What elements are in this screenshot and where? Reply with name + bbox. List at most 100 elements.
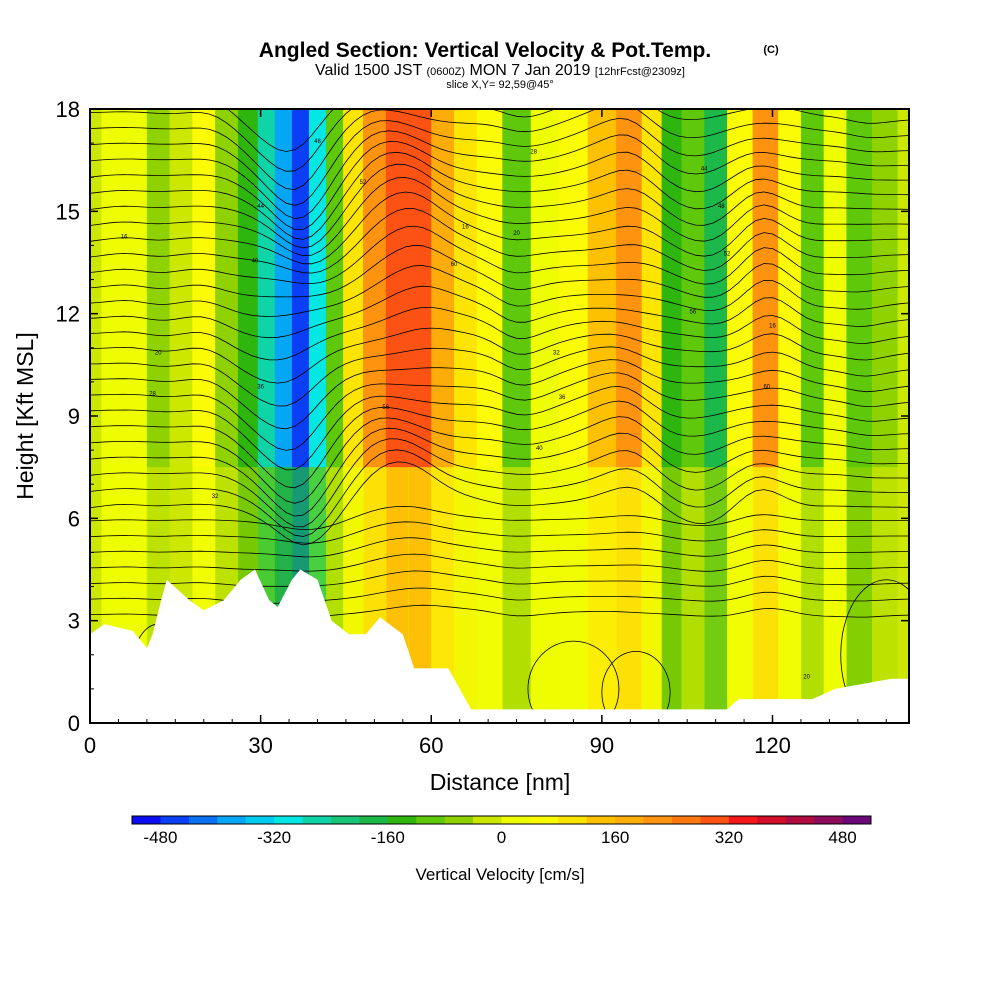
y-tick-label: 0 (68, 711, 80, 736)
colorbar-swatch (302, 816, 332, 824)
colorbar-swatch (160, 816, 190, 824)
isentrope-line (90, 359, 909, 430)
slice-label: slice X,Y= 92,59@45° (446, 79, 554, 91)
isentrope-line (90, 505, 909, 531)
isentrope-line (90, 177, 909, 257)
colorbar-swatch (274, 816, 304, 824)
isentrope-label: 20 (155, 351, 162, 357)
isentrope-line (90, 225, 909, 285)
y-tick-label: 9 (68, 404, 80, 429)
isentrope-label: 20 (803, 675, 810, 681)
y-tick-label: 6 (68, 506, 80, 531)
colorbar-swatch (501, 816, 531, 824)
isentrope-label: 40 (252, 259, 259, 265)
colorbar-swatch (842, 816, 872, 824)
velocity-band-lower (752, 467, 779, 723)
isentrope-line (90, 372, 909, 451)
velocity-band-lower (530, 467, 560, 723)
colorbar-swatch (728, 816, 758, 824)
isentrope-label: 32 (212, 494, 219, 500)
x-tick-label: 120 (754, 733, 791, 758)
colorbar-swatch (814, 816, 844, 824)
isentrope-loop (840, 579, 909, 723)
subtitle-valid: Valid 1500 JST (315, 62, 423, 79)
x-tick-label: 30 (248, 733, 272, 758)
velocity-band-lower (90, 467, 102, 723)
isentrope-label: 60 (763, 385, 770, 391)
isentrope-line (90, 346, 909, 407)
chart-subtitle: Valid 1500 JST (0600Z) MON 7 Jan 2019 [1… (315, 62, 685, 79)
isentrope-label: 16 (769, 323, 776, 329)
isentrope-loop (527, 640, 620, 723)
colorbar-swatch (444, 816, 474, 824)
y-tick-label: 12 (56, 302, 80, 327)
colorbar-label: Vertical Velocity [cm/s] (415, 865, 584, 884)
colorbar-swatch (615, 816, 645, 824)
isentrope-label: 44 (257, 204, 264, 210)
isentrope-loop (601, 650, 671, 723)
colorbar-swatch (700, 816, 730, 824)
colorbar-tick-label: -320 (257, 828, 291, 847)
isentrope-line (90, 385, 909, 471)
colorbar-tick-label: 160 (601, 828, 629, 847)
colorbar-swatch (785, 816, 815, 824)
isentrope-label: 44 (701, 166, 708, 172)
isentrope-label: 60 (451, 262, 458, 268)
velocity-band-lower (681, 467, 705, 723)
isentrope-label: 16 (121, 235, 128, 241)
colorbar-tick-label: -160 (371, 828, 405, 847)
colorbar-swatch (672, 816, 701, 824)
velocity-band-lower (641, 467, 663, 723)
isentrope-line (90, 400, 909, 489)
velocity-band-lower (846, 467, 873, 723)
velocity-band-lower (454, 467, 478, 723)
velocity-band-lower (800, 467, 825, 723)
terrain-mask (90, 569, 909, 723)
isentrope-line (90, 461, 909, 546)
colorbar-swatch (558, 816, 588, 824)
colorbar: -480 -320 -160 0 160 320 480 (131, 815, 872, 847)
isentrope-label: 52 (360, 180, 367, 186)
velocity-band-lower (559, 467, 589, 723)
velocity-band-lower (431, 467, 455, 723)
velocity-band-lower (616, 467, 643, 723)
isentrope-line (90, 438, 909, 528)
isentrope-label: 16 (462, 224, 469, 230)
isentrope-label: 40 (536, 446, 543, 452)
isentrope-line (90, 109, 909, 172)
y-axis-label: Height [Kft MSL] (12, 332, 38, 499)
colorbar-tick-label: 320 (715, 828, 743, 847)
colorbar-swatch (529, 816, 559, 824)
velocity-band-lower (661, 467, 683, 723)
y-tick-label: 18 (56, 97, 80, 122)
isentrope-line (90, 109, 909, 190)
x-axis-label: Distance [nm] (430, 769, 571, 795)
subtitle-date: MON 7 Jan 2019 (470, 62, 591, 79)
isentrope-line (90, 141, 909, 230)
isentrope-label: 28 (149, 392, 156, 398)
isentrope-label: 36 (257, 385, 264, 391)
isentrope-label: 52 (724, 252, 731, 258)
velocity-band-lower (823, 467, 848, 723)
isentrope-line (90, 265, 909, 317)
colorbar-frame (131, 815, 872, 825)
colorbar-swatch (217, 816, 247, 824)
y-tick-label: 3 (68, 609, 80, 634)
subtitle-fcst: [12hrFcst@2309z] (595, 66, 685, 78)
velocity-band-lower (897, 467, 909, 723)
isentrope-line (90, 553, 909, 572)
colorbar-swatch (132, 816, 161, 824)
x-tick-label: 0 (84, 733, 96, 758)
isentrope-line (90, 521, 909, 544)
velocity-band-lower (408, 467, 432, 723)
colorbar-swatch (330, 816, 360, 824)
isentrope-label: 56 (382, 405, 389, 411)
isentrope-line (90, 416, 909, 504)
colorbar-swatch (387, 816, 417, 824)
title-mark: (C) (763, 44, 779, 56)
velocity-band-lower (704, 467, 728, 723)
colorbar-swatch (643, 816, 673, 824)
isentrope-line (90, 163, 909, 249)
isentrope-label: 56 (690, 310, 697, 316)
